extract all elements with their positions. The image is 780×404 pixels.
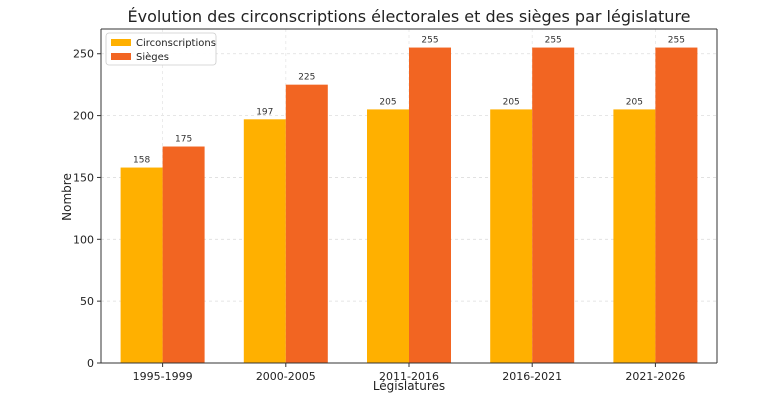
bar-value-label: 197 <box>256 107 273 117</box>
x-tick-label: 2000-2005 <box>256 370 316 383</box>
x-tick-label: 2011-2016 <box>379 370 439 383</box>
bar-value-label: 175 <box>175 135 192 145</box>
legend-swatch-sieges <box>111 53 131 60</box>
x-tick-label: 1995-1999 <box>133 370 193 383</box>
bar-circonscriptions <box>120 167 163 363</box>
bar-value-label: 158 <box>133 156 150 166</box>
y-axis-label: Nombre <box>60 173 74 221</box>
y-tick-label: 200 <box>73 110 94 123</box>
y-tick-label: 250 <box>73 48 94 61</box>
bar-sieges <box>162 146 205 363</box>
bar-sieges <box>655 47 698 364</box>
y-tick-label: 50 <box>80 295 94 308</box>
bar-value-label: 205 <box>503 97 520 107</box>
bar-value-label: 205 <box>379 97 396 107</box>
x-tick-label: 2016-2021 <box>502 370 562 383</box>
y-tick-label: 100 <box>73 233 94 246</box>
y-tick-label: 150 <box>73 171 94 184</box>
axes: 0 50 100 150 200 250 1995-1999 2000-2005 2011-20… <box>73 28 718 383</box>
bar-circonscriptions <box>243 119 286 363</box>
legend-box <box>105 32 217 66</box>
y-tick-label: 0 <box>87 357 94 370</box>
bar-sieges <box>532 47 575 364</box>
legend-swatch-circonscriptions <box>111 39 131 46</box>
bars <box>120 47 698 364</box>
bar-value-label: 255 <box>545 36 562 46</box>
bar-value-label: 205 <box>626 97 643 107</box>
bar-value-label: 225 <box>298 73 315 83</box>
bar-value-label: 255 <box>668 36 685 46</box>
legend-label: Sièges <box>136 51 169 63</box>
bar-circonscriptions <box>613 109 656 363</box>
bar-sieges <box>285 84 328 364</box>
bar-circonscriptions <box>367 109 409 363</box>
legend: Circonscriptions Sièges <box>105 32 217 66</box>
x-tick-label: 2021-2026 <box>625 370 685 383</box>
bar-value-label: 255 <box>421 36 438 46</box>
chart-title: Évolution des circonscriptions électoral… <box>127 7 690 26</box>
legend-label: Circonscriptions <box>136 38 216 49</box>
bar-sieges <box>409 47 451 364</box>
bar-circonscriptions <box>490 109 533 363</box>
x-axis-label: Législatures <box>373 379 445 393</box>
data-labels: 158 175 197 225 205 255 205 255 205 255 <box>133 36 685 166</box>
